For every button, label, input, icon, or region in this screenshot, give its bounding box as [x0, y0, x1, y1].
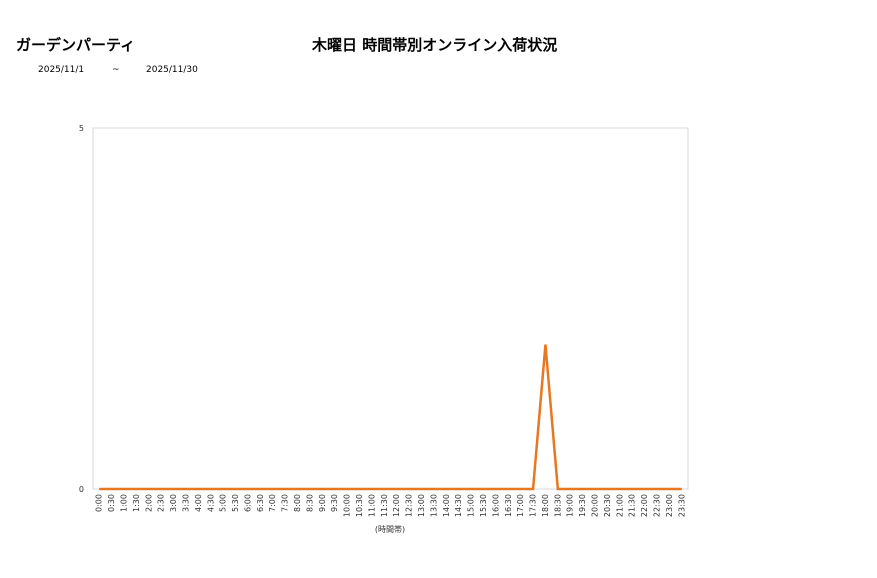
x-tick-label: 13:00	[417, 494, 426, 517]
x-tick-label: 5:30	[231, 494, 240, 512]
x-tick-label: 18:00	[541, 494, 550, 517]
x-tick-label: 2:30	[157, 494, 166, 512]
x-tick-label: 21:00	[615, 494, 624, 517]
x-tick-label: 1:30	[132, 494, 141, 512]
shop-name: ガーデンパーティ	[16, 36, 136, 54]
x-tick-label: 20:00	[591, 494, 600, 517]
x-tick-label: 14:00	[442, 494, 451, 517]
x-tick-label: 15:30	[479, 494, 488, 517]
x-tick-label: 19:30	[578, 494, 587, 517]
date-to: 2025/11/30	[146, 65, 198, 75]
x-tick-label: 18:30	[553, 494, 562, 517]
x-tick-label: 7:30	[281, 494, 290, 512]
x-tick-label: 17:00	[516, 494, 525, 517]
x-tick-label: 22:30	[653, 494, 662, 517]
x-tick-label: 8:30	[305, 494, 314, 512]
x-tick-label: 8:00	[293, 494, 302, 512]
x-tick-label: 3:30	[181, 494, 190, 512]
x-tick-label: 10:30	[355, 494, 364, 517]
x-tick-label: 4:30	[206, 494, 215, 512]
y-axis-ticks: 05	[79, 124, 84, 494]
x-tick-label: 19:00	[566, 494, 575, 517]
x-tick-label: 10:00	[343, 494, 352, 517]
x-tick-label: 3:00	[169, 494, 178, 512]
x-tick-label: 11:00	[367, 494, 376, 517]
x-tick-label: 0:30	[107, 494, 116, 512]
series-line	[99, 344, 682, 491]
date-separator: ~	[112, 65, 120, 75]
series-layer	[99, 344, 682, 491]
x-tick-label: 22:00	[640, 494, 649, 517]
x-tick-label: 2:00	[144, 494, 153, 512]
x-tick-label: 16:00	[491, 494, 500, 517]
x-tick-label: 23:00	[665, 494, 674, 517]
x-tick-label: 14:30	[454, 494, 463, 517]
x-tick-label: 7:00	[268, 494, 277, 512]
x-axis-ticks: 0:00 0:30 1:00 1:30 2:00 2:30 3:00 3:30 4:00 4:30…	[95, 494, 687, 517]
x-tick-label: 13:30	[429, 494, 438, 517]
x-tick-label: 6:30	[256, 494, 265, 512]
chart-title: 木曜日 時間帯別オンライン入荷状況	[312, 36, 558, 54]
x-tick-label: 20:30	[603, 494, 612, 517]
plot-area	[92, 127, 689, 490]
x-tick-label: 1:00	[119, 494, 128, 512]
x-tick-label: 4:00	[194, 494, 203, 512]
date-from: 2025/11/1	[38, 65, 85, 75]
x-tick-label: 6:00	[243, 494, 252, 512]
x-axis-title: (時間帯)	[375, 524, 405, 534]
x-tick-label: 12:30	[405, 494, 414, 517]
x-tick-label: 9:00	[318, 494, 327, 512]
x-tick-label: 5:00	[219, 494, 228, 512]
x-tick-label: 17:30	[529, 494, 538, 517]
x-tick-label: 23:30	[677, 494, 686, 517]
x-tick-label: 12:00	[392, 494, 401, 517]
y-tick-label: 0	[79, 485, 84, 494]
x-tick-label: 11:30	[380, 494, 389, 517]
x-tick-label: 21:30	[628, 494, 637, 517]
x-tick-label: 9:30	[330, 494, 339, 512]
y-tick-label: 5	[79, 124, 84, 133]
x-tick-label: 15:00	[467, 494, 476, 517]
x-tick-label: 0:00	[95, 494, 104, 512]
x-tick-label: 16:30	[504, 494, 513, 517]
